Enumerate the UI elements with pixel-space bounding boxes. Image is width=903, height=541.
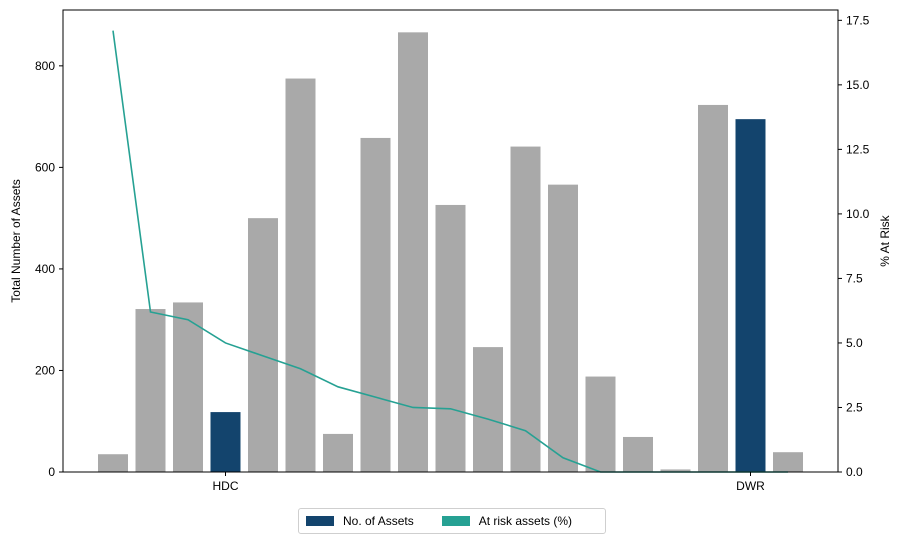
y2-tick-label: 12.5 bbox=[846, 142, 870, 156]
legend-swatch-assets bbox=[306, 516, 334, 526]
left-axis: 0 200 400 600 800 bbox=[35, 59, 63, 479]
legend-item-assets: No. of Assets bbox=[306, 514, 414, 528]
bar bbox=[660, 469, 691, 472]
legend-label-at-risk: At risk assets (%) bbox=[478, 514, 573, 528]
legend-label-assets: No. of Assets bbox=[343, 514, 414, 528]
bar bbox=[698, 104, 728, 472]
bar bbox=[473, 347, 503, 472]
bars-group bbox=[98, 32, 803, 473]
bar bbox=[210, 412, 241, 472]
x-tick-label: HDC bbox=[213, 479, 239, 493]
y2-tick-label: 0.0 bbox=[846, 465, 863, 479]
legend: No. of Assets At risk assets (%) bbox=[298, 508, 606, 534]
bar bbox=[623, 436, 653, 472]
y-tick-label: 800 bbox=[35, 59, 55, 73]
y-tick-label: 400 bbox=[35, 262, 55, 276]
bar bbox=[323, 433, 353, 472]
bar bbox=[248, 218, 278, 472]
bar bbox=[585, 376, 616, 472]
bar bbox=[435, 204, 466, 472]
bar bbox=[773, 452, 803, 472]
bar bbox=[98, 454, 128, 472]
y2-tick-label: 2.5 bbox=[846, 400, 863, 414]
y2-tick-label: 10.0 bbox=[846, 207, 870, 221]
right-axis: 0.0 2.5 5.0 7.5 10.0 12.5 15.0 17.5 bbox=[838, 13, 870, 479]
y2-axis-title: % At Risk bbox=[878, 214, 892, 266]
legend-item-at-risk: At risk assets (%) bbox=[441, 514, 573, 528]
bar bbox=[173, 302, 203, 472]
x-axis: HDC DWR bbox=[213, 472, 765, 493]
bar bbox=[285, 78, 316, 473]
bar bbox=[398, 32, 428, 472]
y-tick-label: 200 bbox=[35, 363, 55, 377]
bar bbox=[510, 146, 541, 473]
legend-swatch-at-risk bbox=[441, 516, 470, 526]
bar bbox=[360, 137, 391, 472]
x-tick-label: DWR bbox=[736, 479, 765, 493]
bar bbox=[735, 119, 766, 473]
y2-tick-label: 17.5 bbox=[846, 13, 870, 27]
plot-frame bbox=[62, 9, 839, 473]
bar bbox=[135, 309, 166, 472]
y-axis-title: Total Number of Assets bbox=[9, 179, 23, 302]
y-tick-label: 600 bbox=[35, 160, 55, 174]
y2-tick-label: 15.0 bbox=[846, 78, 870, 92]
bar bbox=[548, 184, 578, 472]
y-tick-label: 0 bbox=[48, 465, 55, 479]
y2-tick-label: 5.0 bbox=[846, 336, 863, 350]
y2-tick-label: 7.5 bbox=[846, 271, 863, 285]
